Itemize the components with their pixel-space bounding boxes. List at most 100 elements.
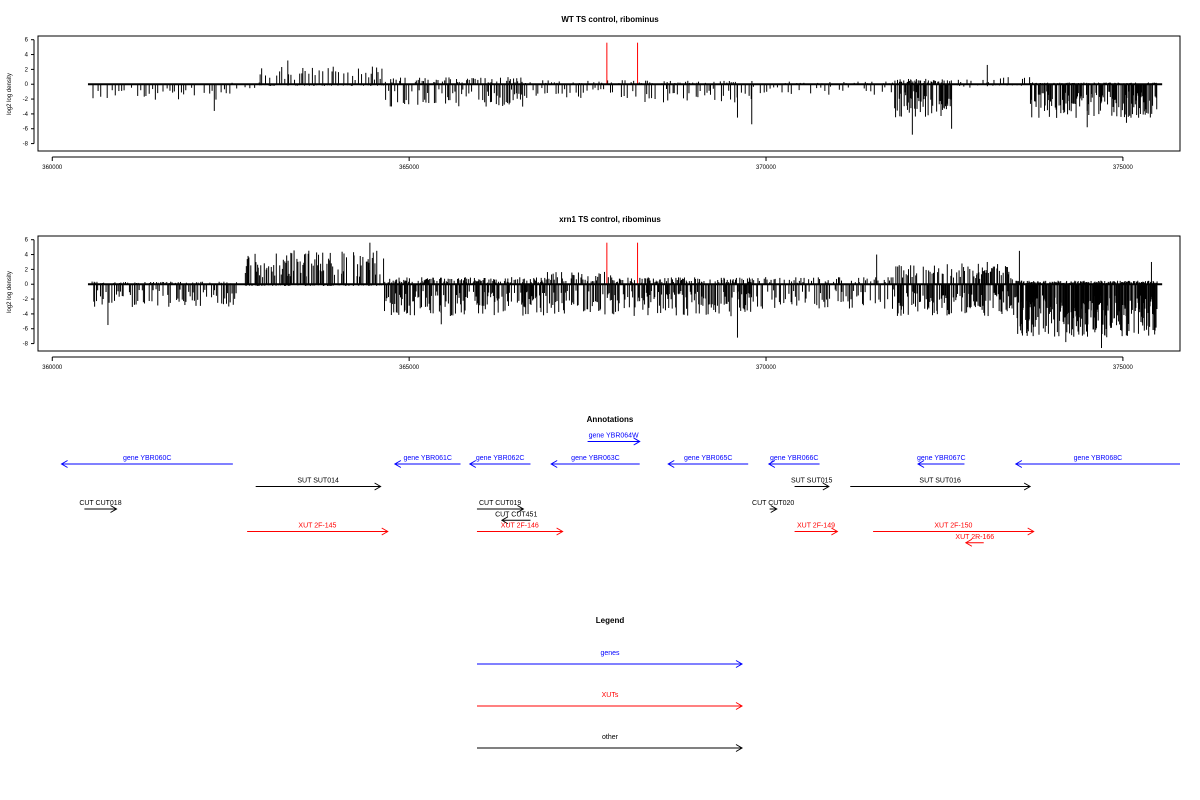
feature-arrow-head bbox=[667, 460, 675, 468]
feature-arrow-head bbox=[550, 460, 558, 468]
plot-frame bbox=[37, 235, 1181, 352]
annotations-track: Annotations gene YBR060C gene YBR061C gene… bbox=[60, 415, 1180, 547]
feature-label: gene YBR068C bbox=[1074, 455, 1123, 462]
y-tick-label: 6 bbox=[25, 38, 29, 44]
x-tick-label: 365000 bbox=[399, 365, 420, 371]
feature-gene-ybr068c: gene YBR068C bbox=[1014, 455, 1180, 468]
feature-arrow-head bbox=[556, 527, 564, 536]
feature-gene-ybr060c: gene YBR060C bbox=[60, 455, 233, 468]
bar-marks bbox=[87, 42, 1163, 135]
feature-label: XUT 2F-150 bbox=[934, 523, 972, 530]
legend-arrow-head bbox=[735, 660, 743, 668]
feature-label: gene YBR065C bbox=[684, 455, 733, 462]
feature-gene-ybr064w: gene YBR064W bbox=[587, 433, 641, 446]
feature-xut-2f-150: XUT 2F-150 bbox=[873, 523, 1035, 536]
y-tick-label: -4 bbox=[23, 312, 29, 318]
x-tick-label: 360000 bbox=[42, 165, 63, 171]
y-tick-label: 4 bbox=[25, 53, 29, 59]
feature-label: gene YBR061C bbox=[403, 455, 452, 462]
legend-arrow-head bbox=[735, 744, 743, 752]
y-tick-label: 2 bbox=[25, 267, 29, 273]
feature-label: gene YBR064W bbox=[589, 433, 639, 440]
feature-xut-2f-146: XUT 2F-146 bbox=[476, 523, 564, 536]
y-axis: 6 4 2 0 -2 -4 -6 -8 bbox=[23, 38, 35, 148]
feature-gene-ybr065c: gene YBR065C bbox=[667, 455, 749, 468]
legend-item-genes: genes bbox=[477, 650, 743, 668]
feature-arrow-head bbox=[374, 482, 382, 491]
x-tick-label: 360000 bbox=[42, 365, 63, 371]
feature-xut-2f-145: XUT 2F-145 bbox=[247, 523, 389, 536]
feature-cut-cut451: CUT CUT451 bbox=[495, 511, 537, 525]
legend-label: other bbox=[602, 734, 619, 741]
feature-gene-ybr067c: gene YBR067C bbox=[917, 455, 966, 468]
x-tick-label: 370000 bbox=[756, 365, 777, 371]
feature-label: CUT CUT451 bbox=[495, 511, 537, 518]
feature-gene-ybr061c: gene YBR061C bbox=[393, 455, 461, 468]
plot-frame bbox=[37, 35, 1181, 152]
y-axis: 6 4 2 0 -2 -4 -6 -8 bbox=[23, 238, 35, 348]
legend: Legend genes XUTs other bbox=[477, 616, 743, 752]
y-tick-label: 0 bbox=[25, 282, 29, 288]
feature-label: SUT SUT014 bbox=[297, 478, 339, 485]
panel-title: xrn1 TS control, ribominus bbox=[559, 215, 661, 224]
feature-arrow-head bbox=[110, 505, 118, 513]
legend-items: genes XUTs other bbox=[477, 650, 743, 752]
feature-label: CUT CUT018 bbox=[79, 500, 121, 507]
feature-label: CUT CUT020 bbox=[752, 500, 794, 507]
feature-label: gene YBR066C bbox=[770, 455, 819, 462]
feature-cut-cut020: CUT CUT020 bbox=[752, 500, 794, 513]
legend-title: Legend bbox=[596, 616, 625, 625]
feature-label: SUT SUT015 bbox=[791, 478, 833, 485]
feature-cut-cut019: CUT CUT019 bbox=[476, 500, 525, 513]
y-tick-label: -8 bbox=[23, 342, 29, 348]
feature-gene-ybr062c: gene YBR062C bbox=[468, 455, 531, 468]
feature-arrow-head bbox=[60, 460, 68, 468]
feature-arrow-head bbox=[1023, 482, 1032, 491]
feature-arrow-head bbox=[1027, 527, 1035, 536]
feature-arrow-head bbox=[633, 437, 641, 446]
feature-arrow-head bbox=[517, 505, 525, 513]
feature-gene-ybr066c: gene YBR066C bbox=[767, 455, 820, 468]
legend-item-other: other bbox=[477, 734, 743, 752]
y-tick-label: -6 bbox=[23, 327, 29, 333]
feature-label: gene YBR060C bbox=[123, 455, 172, 462]
feature-label: gene YBR063C bbox=[571, 455, 620, 462]
feature-sut-sut014: SUT SUT014 bbox=[255, 478, 382, 491]
panel-wt-ts-control: WT TS control, ribominus log2 log densit… bbox=[7, 15, 1181, 171]
feature-cut-cut018: CUT CUT018 bbox=[79, 500, 122, 513]
feature-label: XUT 2R-166 bbox=[955, 534, 994, 541]
y-tick-label: 2 bbox=[25, 67, 29, 73]
feature-label: SUT SUT016 bbox=[919, 478, 961, 485]
y-tick-label: -6 bbox=[23, 127, 29, 133]
feature-sut-sut015: SUT SUT015 bbox=[791, 478, 833, 491]
feature-label: XUT 2F-145 bbox=[298, 523, 336, 530]
feature-arrow-head bbox=[917, 460, 925, 468]
feature-arrow-head bbox=[767, 460, 776, 468]
bar-marks bbox=[87, 242, 1163, 349]
feature-arrow-head bbox=[831, 527, 839, 536]
y-tick-label: -2 bbox=[23, 297, 29, 303]
x-axis: 360000 365000 370000 375000 bbox=[42, 356, 1134, 371]
feature-arrow-head bbox=[393, 460, 402, 468]
y-tick-label: 6 bbox=[25, 238, 29, 244]
y-axis-label: log2 log density bbox=[7, 73, 13, 115]
feature-arrow-head bbox=[381, 527, 389, 536]
feature-arrow-head bbox=[500, 516, 509, 525]
y-axis-label: log2 log density bbox=[7, 271, 13, 313]
annotations-title: Annotations bbox=[587, 415, 634, 424]
legend-arrow-head bbox=[735, 702, 743, 710]
feature-arrow-head bbox=[964, 538, 973, 547]
panel-xrn1-ts-control: xrn1 TS control, ribominus log2 log dens… bbox=[7, 215, 1181, 371]
annotation-features: gene YBR060C gene YBR061C gene YBR062C gene… bbox=[60, 433, 1180, 547]
feature-label: XUT 2F-146 bbox=[501, 523, 539, 530]
y-tick-label: 4 bbox=[25, 253, 29, 259]
feature-label: CUT CUT019 bbox=[479, 500, 521, 507]
panel-title: WT TS control, ribominus bbox=[561, 15, 659, 24]
feature-xut-2r-166: XUT 2R-166 bbox=[955, 534, 994, 547]
legend-label: XUTs bbox=[602, 692, 619, 699]
feature-gene-ybr063c: gene YBR063C bbox=[550, 455, 640, 468]
legend-item-xuts: XUTs bbox=[477, 692, 743, 710]
feature-arrow-head bbox=[770, 505, 778, 513]
x-tick-label: 365000 bbox=[399, 165, 420, 171]
